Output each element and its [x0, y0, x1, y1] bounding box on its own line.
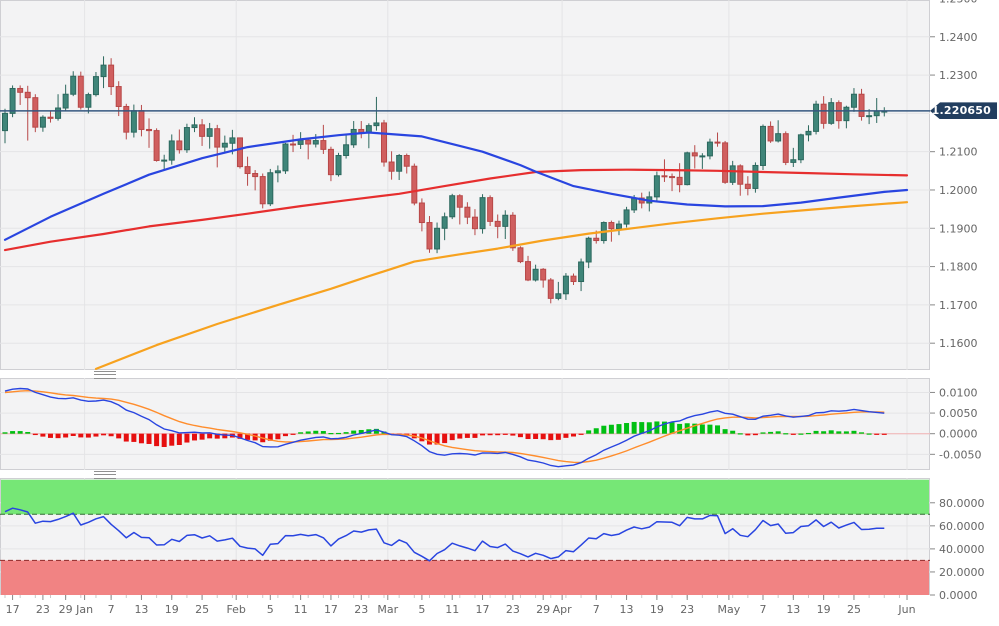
svg-text:0.0000: 0.0000	[939, 428, 978, 441]
macd-line	[4, 387, 885, 468]
svg-text:23: 23	[36, 603, 50, 616]
svg-text:23: 23	[680, 603, 694, 616]
svg-text:Jun: Jun	[897, 603, 915, 616]
svg-text:60.0000: 60.0000	[939, 520, 985, 533]
svg-text:25: 25	[195, 603, 209, 616]
svg-text:1.2000: 1.2000	[939, 184, 978, 197]
svg-text:1.2500: 1.2500	[939, 0, 978, 5]
svg-text:0.0000: 0.0000	[939, 589, 978, 602]
svg-text:17: 17	[6, 603, 20, 616]
svg-text:11: 11	[445, 603, 459, 616]
svg-text:1.1900: 1.1900	[939, 222, 978, 235]
svg-text:25: 25	[847, 603, 861, 616]
svg-text:5: 5	[418, 603, 425, 616]
svg-text:5: 5	[267, 603, 274, 616]
value-axes: 1.2500 1.2400 1.2300 1.2100 1.2000 1.1900 1.18…	[930, 0, 985, 602]
svg-text:17: 17	[476, 603, 490, 616]
svg-text:20.0000: 20.0000	[939, 566, 985, 579]
svg-text:23: 23	[506, 603, 520, 616]
svg-text:1.1700: 1.1700	[939, 299, 978, 312]
svg-text:1.1800: 1.1800	[939, 261, 978, 274]
svg-text:1.1600: 1.1600	[939, 337, 978, 350]
svg-text:13: 13	[786, 603, 800, 616]
rsi-oversold-band	[1, 560, 929, 595]
main-plot-area[interactable]	[0, 0, 930, 370]
ma-long-orange-line	[94, 201, 909, 370]
svg-text:0.0050: 0.0050	[939, 407, 978, 420]
svg-text:Jan: Jan	[75, 603, 93, 616]
time-axis: 17 23 29 Jan 7 13 19 25 Feb 5 11 17 23 Mar 5 11 17 23 29 Ap…	[4, 595, 916, 616]
svg-text:Feb: Feb	[226, 603, 245, 616]
svg-text:1.2100: 1.2100	[939, 146, 978, 159]
svg-text:13: 13	[620, 603, 634, 616]
panel-resize-handle-macd[interactable]	[94, 370, 116, 379]
svg-text:-0.0050: -0.0050	[939, 448, 981, 461]
svg-text:19: 19	[650, 603, 664, 616]
svg-text:7: 7	[108, 603, 115, 616]
svg-text:7: 7	[593, 603, 600, 616]
svg-text:0.0100: 0.0100	[939, 386, 978, 399]
rsi-overbought-band	[1, 479, 929, 515]
svg-text:7: 7	[760, 603, 767, 616]
rsi-line	[4, 507, 885, 562]
svg-text:May: May	[718, 603, 741, 616]
current-price-badge: 1.220650	[930, 102, 997, 120]
svg-text:1.2300: 1.2300	[939, 69, 978, 82]
svg-text:17: 17	[324, 603, 338, 616]
panel-resize-handle-rsi[interactable]	[94, 470, 116, 479]
svg-text:80.0000: 80.0000	[939, 497, 985, 510]
macd-signal-line	[4, 389, 885, 464]
svg-text:1.2400: 1.2400	[939, 31, 978, 44]
ma-fast-blue-line	[3, 131, 909, 241]
svg-text:11: 11	[294, 603, 308, 616]
svg-text:29: 29	[59, 603, 73, 616]
svg-text:29: 29	[536, 603, 550, 616]
svg-text:23: 23	[354, 603, 368, 616]
svg-text:13: 13	[134, 603, 148, 616]
svg-text:40.0000: 40.0000	[939, 543, 985, 556]
svg-text:19: 19	[165, 603, 179, 616]
current-price-value: 1.220650	[931, 104, 991, 118]
ma-slow-red-line	[3, 168, 909, 252]
svg-text:Mar: Mar	[377, 603, 398, 616]
svg-text:19: 19	[817, 603, 831, 616]
svg-text:Apr: Apr	[553, 603, 573, 616]
